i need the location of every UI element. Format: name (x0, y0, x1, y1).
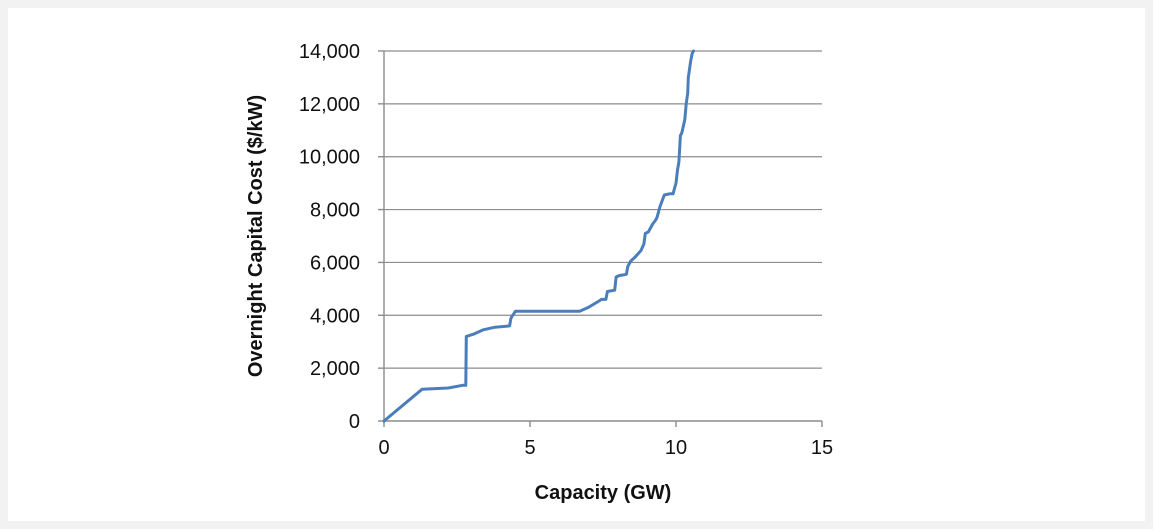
x-tick-label: 15 (811, 437, 833, 459)
y-axis-title: Overnight Capital Cost ($/kW) (245, 95, 267, 377)
y-tick-label: 14,000 (299, 41, 360, 63)
y-tick-label: 2,000 (310, 358, 360, 380)
figure-panel (8, 8, 1145, 521)
tick-labels: 0 2,000 4,000 6,000 8,000 10,000 12,000 14,000 0… (299, 41, 833, 459)
y-tick-label: 6,000 (310, 252, 360, 274)
series-line (382, 49, 695, 423)
y-tick-label: 10,000 (299, 147, 360, 169)
x-axis-title: Capacity (GW) (535, 482, 672, 504)
y-tick-label: 4,000 (310, 305, 360, 327)
y-tick-label: 12,000 (299, 94, 360, 116)
axes (378, 50, 823, 427)
series-layer (382, 49, 695, 423)
x-tick-label: 5 (524, 437, 535, 459)
x-tick-label: 10 (665, 437, 687, 459)
y-tick-label: 8,000 (310, 200, 360, 222)
y-tick-label: 0 (349, 411, 360, 433)
gridlines (384, 50, 822, 369)
x-tick-label: 0 (378, 437, 389, 459)
